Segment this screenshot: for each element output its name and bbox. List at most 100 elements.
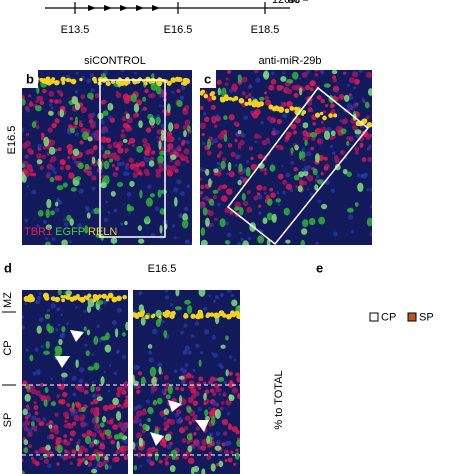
cell	[104, 150, 111, 155]
cell	[161, 320, 165, 324]
cell	[317, 199, 322, 203]
cell	[63, 439, 68, 443]
cell	[248, 93, 252, 97]
cell	[93, 335, 99, 345]
cell	[315, 112, 321, 118]
cell	[75, 71, 79, 75]
cell	[148, 93, 153, 99]
cell	[150, 390, 155, 394]
cell	[367, 157, 372, 163]
cell	[354, 202, 359, 207]
cell	[46, 435, 51, 440]
cell	[303, 132, 307, 135]
cell	[62, 391, 68, 398]
cell	[251, 112, 259, 119]
cell	[166, 80, 172, 86]
cell	[42, 292, 49, 299]
cell	[36, 325, 42, 334]
cell	[133, 407, 138, 412]
cell	[46, 308, 51, 313]
cell	[117, 387, 124, 394]
cell	[73, 125, 77, 129]
cell	[226, 411, 231, 416]
cell	[39, 420, 45, 427]
cell	[125, 163, 129, 167]
cell	[275, 198, 281, 203]
cell	[149, 117, 156, 126]
cell	[58, 384, 65, 390]
cell	[73, 160, 78, 165]
cell	[316, 95, 322, 100]
cell	[87, 366, 95, 371]
cell	[236, 154, 241, 159]
cell	[74, 132, 79, 137]
cell	[216, 154, 221, 158]
cell	[219, 218, 226, 228]
cell	[28, 165, 33, 170]
cell	[310, 109, 314, 113]
cell	[77, 223, 82, 228]
cell	[161, 389, 166, 394]
cell	[165, 394, 171, 400]
cell	[107, 115, 112, 120]
cell	[149, 366, 157, 377]
cell	[294, 117, 301, 124]
cell	[343, 71, 347, 75]
cell	[231, 387, 238, 394]
cell	[121, 354, 126, 359]
cell	[219, 407, 224, 411]
cell	[290, 152, 294, 156]
cell	[62, 182, 68, 188]
cell	[218, 392, 222, 396]
cell	[355, 71, 359, 75]
cell	[178, 213, 184, 219]
cell	[178, 375, 185, 380]
cell	[48, 146, 56, 155]
cell	[191, 334, 195, 338]
cell	[160, 132, 165, 142]
cell	[176, 88, 181, 94]
cell	[142, 106, 147, 111]
cell	[132, 114, 137, 119]
cell	[243, 115, 248, 121]
cell	[181, 368, 187, 374]
cell	[220, 96, 224, 100]
cell	[64, 449, 68, 453]
cell	[203, 93, 209, 99]
cell	[224, 240, 230, 245]
cell	[123, 439, 128, 445]
cell	[213, 168, 219, 173]
cell	[120, 405, 125, 409]
cell	[164, 461, 170, 466]
cell	[166, 148, 171, 153]
cell	[122, 445, 128, 452]
panel-letter: d	[4, 260, 12, 275]
cell	[282, 71, 286, 75]
cell	[71, 96, 79, 105]
cell	[104, 455, 109, 461]
cell	[181, 219, 189, 229]
y-axis-label: % to TOTAL	[273, 370, 285, 429]
cell	[261, 139, 268, 146]
cell	[262, 217, 268, 225]
cell	[217, 202, 221, 207]
cell	[207, 138, 211, 149]
cell	[237, 130, 242, 135]
cell	[211, 95, 217, 101]
cell	[250, 156, 254, 161]
cell	[365, 71, 372, 79]
cell	[306, 175, 314, 182]
cell	[239, 176, 244, 181]
cell	[77, 438, 81, 443]
cell	[240, 237, 244, 242]
arrowheads	[55, 330, 209, 446]
cell	[150, 446, 156, 452]
cell	[298, 77, 302, 80]
cell	[26, 147, 33, 154]
cell	[38, 291, 42, 296]
cell	[224, 207, 231, 214]
cell	[367, 144, 372, 149]
cell	[61, 377, 66, 381]
cell	[80, 94, 86, 100]
cell	[280, 101, 283, 105]
